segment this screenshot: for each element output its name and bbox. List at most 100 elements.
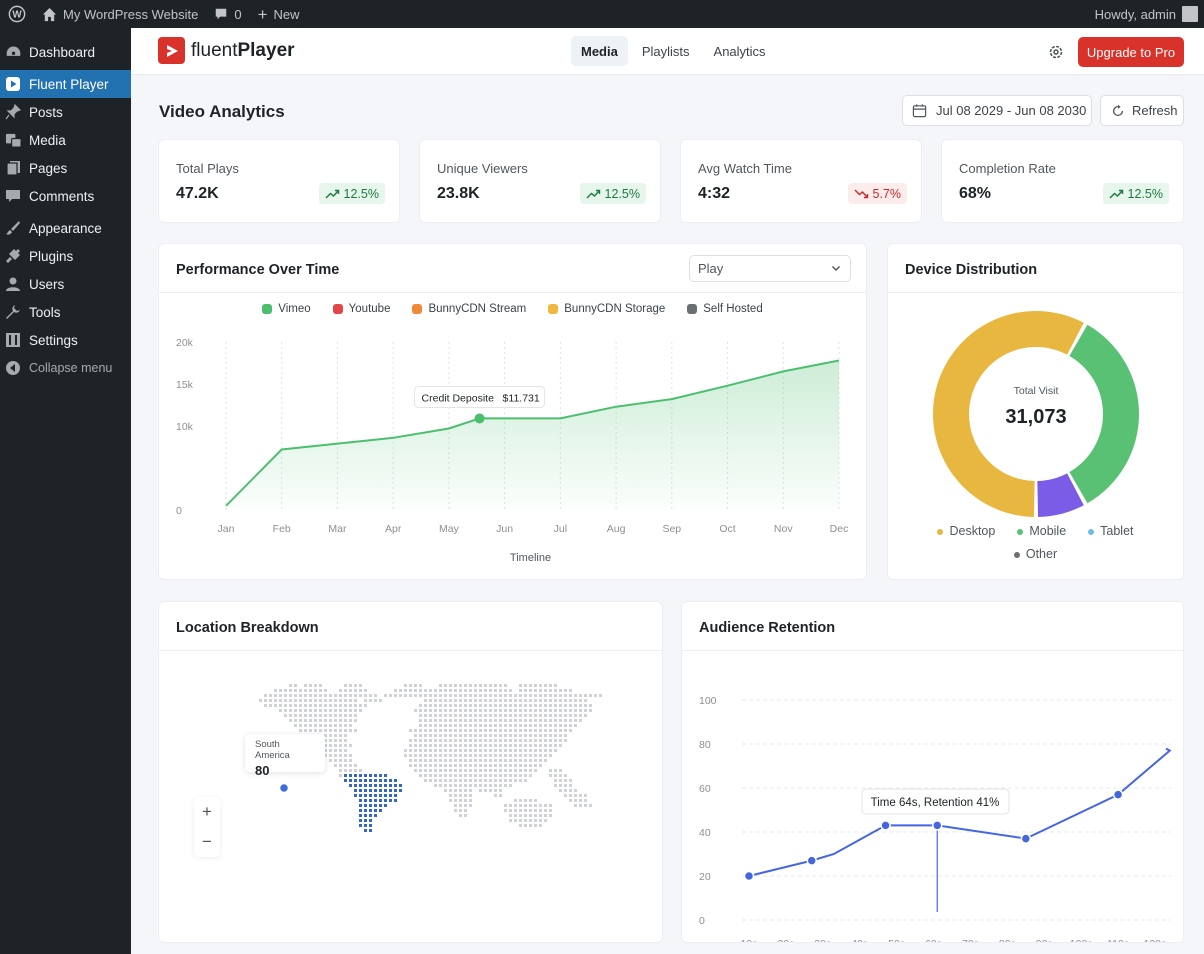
map-dot [569,704,572,707]
sidebar-item-media[interactable]: Media [0,126,131,154]
map-dot [564,719,567,722]
map-dot [409,744,412,747]
map-dot [534,729,537,732]
map-dot-south-america [354,779,357,782]
legend-item-bunnycdn-storage[interactable]: BunnyCDN Storage [548,303,665,315]
legend-swatch [262,304,273,314]
sidebar-item-posts[interactable]: Posts [0,98,131,126]
map-dot [319,689,322,692]
legend-item-vimeo[interactable]: Vimeo [262,303,311,315]
map-dot [299,729,302,732]
map-dot [509,719,512,722]
divider [159,292,866,293]
map-dot [444,699,447,702]
legend-item-desktop[interactable]: Desktop [937,524,995,538]
zoom-out-button[interactable]: − [202,832,212,851]
map-dot [539,724,542,727]
legend-item-bunnycdn-stream[interactable]: BunnyCDN Stream [412,303,526,315]
map-dot [519,749,522,752]
map-dot-south-america [384,789,387,792]
map-dot [564,794,567,797]
map-dot [514,809,517,812]
wp-logo-button[interactable]: W [0,0,34,28]
sidebar-item-plugins[interactable]: Plugins [0,242,131,270]
map-dot [479,724,482,727]
map-dot [494,729,497,732]
map-dot [544,719,547,722]
legend-item-youtube[interactable]: Youtube [332,303,390,315]
map-dot [324,694,327,697]
map-dot [559,774,562,777]
map-dot [459,779,462,782]
map-dot [299,704,302,707]
map-dot [454,719,457,722]
map-dot [334,719,337,722]
tab-analytics[interactable]: Analytics [713,43,766,59]
map-dot [284,714,287,717]
legend-item-tablet[interactable]: Tablet [1088,524,1134,538]
brush-icon [4,219,22,237]
upgrade-to-pro-button[interactable]: Upgrade to Pro [1078,37,1184,67]
map-dot-south-america [364,824,367,827]
map-dot-south-america [359,794,362,797]
comments-link[interactable]: 0 [206,0,249,28]
map-dot [459,709,462,712]
map-dot [499,724,502,727]
map-dot [314,724,317,727]
map-dot [529,804,532,807]
map-dot [424,769,427,772]
sidebar-item-appearance[interactable]: Appearance [0,214,131,242]
nav-tabs: Media Playlists Analytics [571,36,776,66]
map-dot [559,784,562,787]
map-marker [278,782,290,794]
zoom-in-button[interactable]: + [202,802,212,821]
logo-text-bold: Player [237,39,295,61]
my-account-link[interactable]: Howdy, admin [1087,0,1204,28]
date-range-picker[interactable]: Jul 08 2029 - Jun 08 2030 [902,95,1092,126]
sidebar-item-comments[interactable]: Comments [0,182,131,210]
map-dot [444,789,447,792]
metric-select[interactable]: Play [689,255,851,282]
sidebar-item-settings[interactable]: Settings [0,326,131,354]
map-dot [354,689,357,692]
sidebar-item-pages[interactable]: Pages [0,154,131,182]
legend-item-other[interactable]: Other [1013,547,1057,561]
map-dot [569,789,572,792]
donut-slice-mobile [1069,324,1139,504]
gear-icon[interactable] [1047,43,1065,61]
map-dot [524,769,527,772]
fluent-player-logo[interactable]: fluentPlayer [158,37,295,64]
legend-item-mobile[interactable]: Mobile [1017,524,1066,538]
map-dot [519,734,522,737]
map-dot [569,694,572,697]
tab-playlists[interactable]: Playlists [641,43,690,59]
map-dot [339,694,342,697]
site-name-link[interactable]: My WordPress Website [34,0,206,28]
sidebar-item-fluent-player[interactable]: Fluent Player [0,70,131,98]
legend-item-self-hosted[interactable]: Self Hosted [687,303,763,315]
map-dot [329,759,332,762]
map-dot [514,769,517,772]
map-dot-south-america [364,789,367,792]
map-dot [474,739,477,742]
map-dot [509,744,512,747]
map-dot [439,764,442,767]
map-dot [449,764,452,767]
sidebar-collapse-menu[interactable]: Collapse menu [0,354,131,382]
map-dot-south-america [394,779,397,782]
map-dot [534,719,537,722]
map-dot [529,719,532,722]
refresh-button[interactable]: Refresh [1100,95,1184,126]
map-dot [504,729,507,732]
new-content-link[interactable]: + New [250,0,308,28]
sidebar-item-dashboard[interactable]: Dashboard [0,38,131,66]
map-dot [354,714,357,717]
map-dot [514,729,517,732]
map-dot [434,719,437,722]
tab-media[interactable]: Media [571,36,628,66]
trend-value: 12.5% [604,186,640,201]
sidebar-item-users[interactable]: Users [0,270,131,298]
map-dot [549,754,552,757]
sidebar-item-tools[interactable]: Tools [0,298,131,326]
map-dot [539,709,542,712]
